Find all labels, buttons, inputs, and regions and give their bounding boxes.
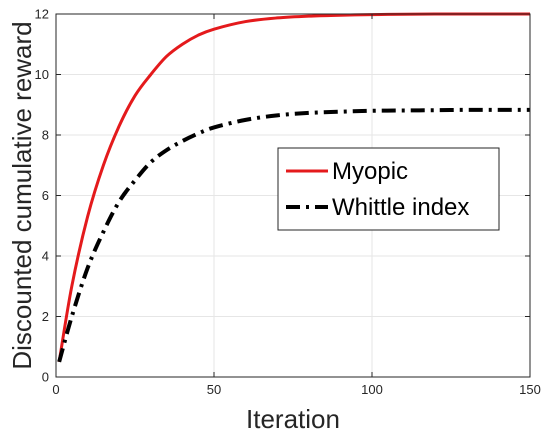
y-tick-label: 6: [42, 188, 49, 203]
legend-box: [277, 147, 500, 231]
y-tick-label: 10: [35, 67, 49, 82]
legend-label-myopic: Myopic: [332, 158, 408, 185]
y-tick-label: 4: [42, 249, 49, 264]
x-tick-label: 50: [207, 382, 221, 397]
x-tick-label: 0: [52, 382, 59, 397]
y-tick-label: 12: [35, 7, 49, 22]
y-tick-label: 2: [42, 309, 49, 324]
y-tick-label: 0: [42, 370, 49, 385]
legend: Myopic Whittle index: [277, 147, 500, 231]
x-tick-label: 100: [361, 382, 383, 397]
legend-label-whittle-index: Whittle index: [332, 194, 469, 221]
x-tick-label: 150: [519, 382, 541, 397]
x-axis-title: Iteration: [246, 404, 340, 434]
y-tick-label: 8: [42, 128, 49, 143]
y-axis-title: Discounted cumulative reward: [7, 21, 37, 369]
series-line-whittle-index: [57, 107, 530, 363]
tick-labels: 0 50 100 150 0 2 4 6 8 10 12: [35, 7, 541, 398]
